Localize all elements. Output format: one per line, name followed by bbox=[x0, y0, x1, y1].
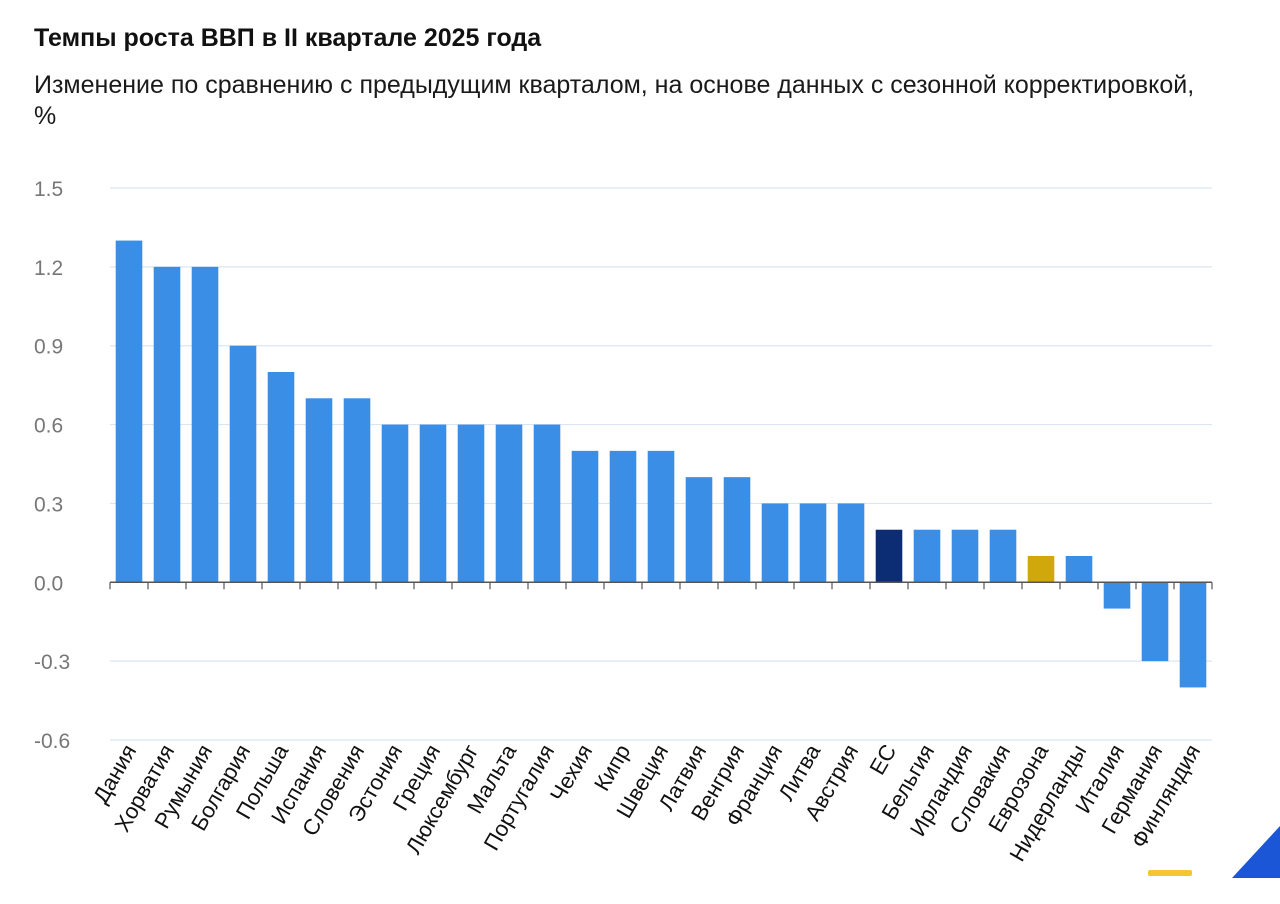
chart-subtitle: Изменение по сравнению с предыдущим квар… bbox=[34, 71, 1195, 130]
bar bbox=[723, 477, 751, 583]
bar bbox=[1141, 582, 1169, 662]
y-tick-label: 0.9 bbox=[34, 336, 63, 359]
y-axis-ticks: 1.5 1.2 0.9 0.6 0.3 0.0 -0.3 -0.6 bbox=[34, 178, 70, 753]
x-axis bbox=[109, 581, 1213, 590]
bars bbox=[115, 240, 1207, 688]
y-tick-label: 0.6 bbox=[34, 415, 63, 438]
brand-logo-icon bbox=[1232, 826, 1280, 878]
y-tick-label: -0.6 bbox=[34, 730, 70, 753]
bar bbox=[571, 450, 599, 583]
bar bbox=[951, 529, 979, 583]
chart-title: Темпы роста ВВП в II квартале 2025 года bbox=[34, 24, 542, 52]
bar bbox=[419, 424, 447, 583]
bar bbox=[799, 503, 827, 583]
bar bbox=[381, 424, 409, 583]
bar bbox=[875, 529, 903, 583]
bar bbox=[1103, 582, 1131, 609]
bar bbox=[305, 398, 333, 583]
bar bbox=[191, 266, 219, 583]
bar bbox=[229, 345, 257, 583]
bar bbox=[647, 450, 675, 583]
bar bbox=[913, 529, 941, 583]
bar bbox=[989, 529, 1017, 583]
y-tick-label: 0.0 bbox=[34, 572, 63, 595]
bar bbox=[457, 424, 485, 583]
bar bbox=[685, 477, 713, 583]
bar bbox=[533, 424, 561, 583]
y-tick-label: 1.5 bbox=[34, 178, 63, 201]
x-axis-labels: ДанияХорватияРумынияБолгарияПольшаИспани… bbox=[88, 739, 1205, 865]
bar bbox=[495, 424, 523, 583]
bar bbox=[1179, 582, 1207, 688]
grid-lines bbox=[110, 187, 1212, 741]
bar bbox=[837, 503, 865, 583]
bar bbox=[343, 398, 371, 583]
bar bbox=[267, 372, 295, 583]
bar bbox=[115, 240, 143, 583]
y-tick-label: 0.3 bbox=[34, 493, 63, 516]
corner-decoration bbox=[1148, 870, 1192, 876]
bar bbox=[1027, 556, 1055, 583]
bar bbox=[761, 503, 789, 583]
y-tick-label: -0.3 bbox=[34, 651, 70, 674]
x-category-label: ЕС bbox=[864, 740, 901, 779]
bar bbox=[1065, 556, 1093, 583]
bar bbox=[609, 450, 637, 583]
y-tick-label: 1.2 bbox=[34, 257, 63, 280]
bar bbox=[153, 266, 181, 583]
